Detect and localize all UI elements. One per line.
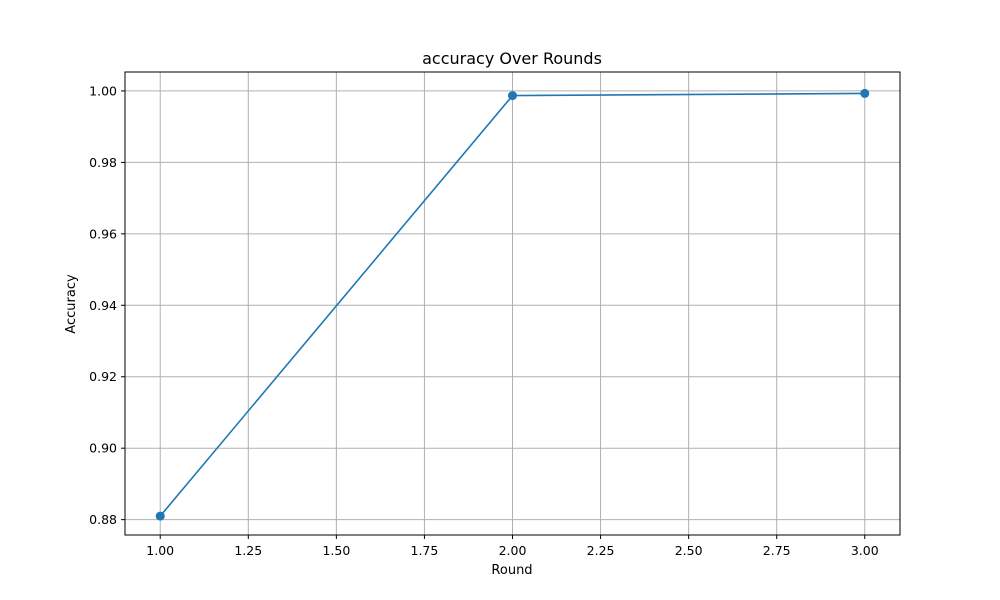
x-tick-label: 1.50 <box>322 543 350 558</box>
x-tick-label: 2.25 <box>587 543 615 558</box>
data-point <box>508 91 517 101</box>
y-tick-label: 0.90 <box>89 441 117 456</box>
ticks-layer: 1.00 1.25 1.50 1.75 2.00 2.25 2.50 2.75 3.00 0.88… <box>89 83 879 558</box>
data-point <box>860 88 870 98</box>
y-tick-label: 0.88 <box>89 512 117 527</box>
y-tick-label: 0.92 <box>89 369 117 384</box>
y-tick-label: 1.00 <box>89 83 117 98</box>
x-tick-label: 1.25 <box>234 543 262 558</box>
y-axis-label: Accuracy <box>64 274 79 334</box>
x-tick-label: 2.00 <box>499 543 527 558</box>
x-tick-label: 3.00 <box>851 543 879 558</box>
x-axis-label: Round <box>491 563 532 578</box>
y-tick-label: 0.96 <box>89 226 117 241</box>
series-layer <box>155 88 870 521</box>
x-tick-label: 2.50 <box>675 543 703 558</box>
y-tick-label: 0.94 <box>89 298 117 313</box>
chart-title: accuracy Over Rounds <box>422 49 602 68</box>
data-point <box>155 511 165 521</box>
y-tick-label: 0.98 <box>89 155 117 170</box>
x-tick-label: 2.75 <box>763 543 791 558</box>
x-tick-label: 1.75 <box>411 543 439 558</box>
grid-layer <box>125 72 900 535</box>
x-tick-label: 1.00 <box>146 543 174 558</box>
